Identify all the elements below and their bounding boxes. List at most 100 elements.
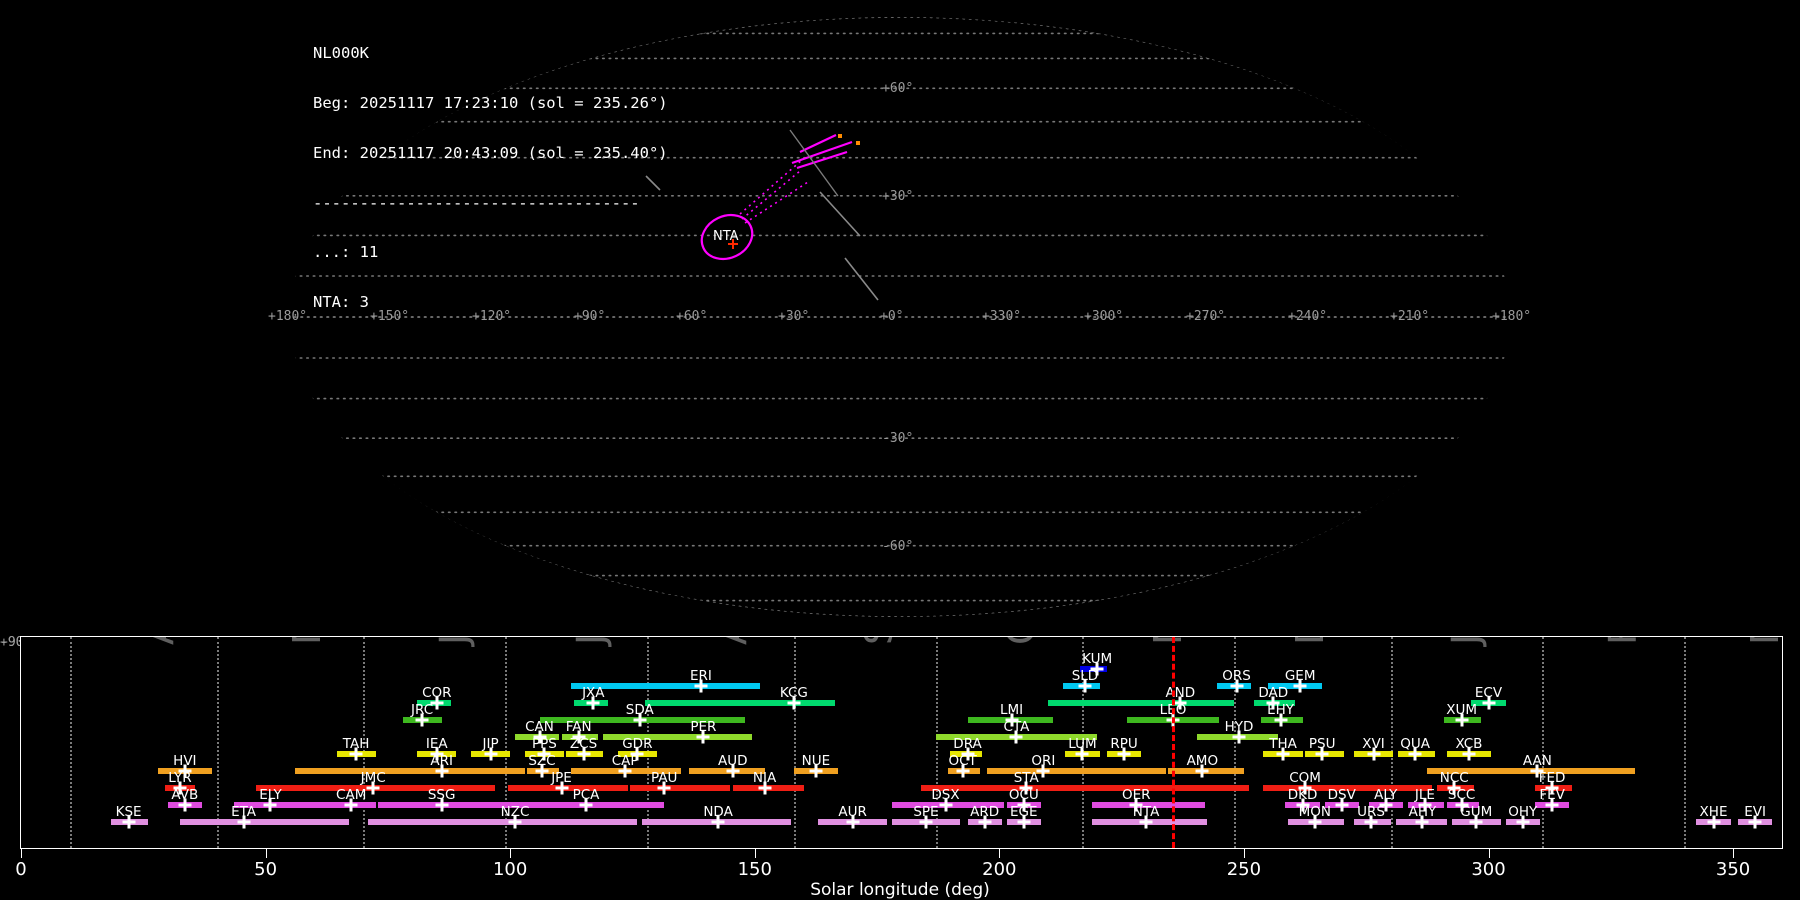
shower-code-label: AUR — [838, 804, 867, 820]
sky-map-panel: +180° +150° +120° +90° +60° +30° +0° +330° +300°… — [0, 17, 1532, 650]
shower-code-label: LYR — [168, 770, 192, 786]
shower-peak-marker — [1335, 798, 1349, 812]
shower-peak-marker — [555, 781, 569, 795]
station-id: NL000K — [313, 44, 369, 63]
shower-code-label: OCU — [1008, 787, 1039, 803]
shower-peak-marker — [173, 781, 187, 795]
shower-peak-marker — [1418, 798, 1432, 812]
shower-peak-marker — [694, 679, 708, 693]
shower-peak-marker — [1019, 781, 1033, 795]
shower-peak-marker — [577, 747, 591, 761]
x-axis-title: Solar longitude (deg) — [810, 880, 990, 900]
shower-activity-bar[interactable] — [179, 819, 349, 825]
shower-activity-bar[interactable] — [524, 802, 665, 808]
month-label: SEP — [857, 637, 901, 645]
shower-activity-bar[interactable] — [378, 802, 591, 808]
month-label: APR — [138, 637, 182, 645]
shower-peak-marker — [1017, 798, 1031, 812]
shower-code-label: ETA — [231, 804, 257, 820]
shower-peak-marker — [1274, 713, 1288, 727]
shower-activity-bar[interactable] — [644, 700, 836, 706]
shower-peak-marker — [1005, 713, 1019, 727]
shower-peak-marker — [696, 730, 710, 744]
shower-peak-marker — [586, 696, 600, 710]
shower-activity-bar[interactable] — [1048, 700, 1235, 706]
shower-activity-bar[interactable] — [921, 785, 1249, 791]
shower-peak-marker — [726, 764, 740, 778]
shower-peak-marker — [366, 781, 380, 795]
shower-code-label: GUM — [1460, 804, 1493, 820]
shower-code-label: ZCS — [569, 736, 598, 752]
shower-activity-bar[interactable] — [233, 802, 327, 808]
shower-code-label: GDR — [622, 736, 653, 752]
shower-code-label: SPE — [913, 804, 939, 820]
shower-activity-bar[interactable] — [1263, 785, 1433, 791]
shower-code-label: ECV — [1474, 685, 1503, 701]
radiant-ellipse[interactable] — [695, 207, 760, 267]
month-gridline — [216, 637, 219, 848]
axis-tick — [999, 849, 1001, 858]
month-label: JUL — [569, 637, 613, 645]
month-label: OCT — [999, 637, 1043, 645]
shower-activity-bar[interactable] — [368, 819, 638, 825]
shower-code-label: NCC — [1439, 770, 1469, 786]
shower-peak-marker — [535, 764, 549, 778]
ra-tick-label: +90° — [574, 309, 606, 324]
axis-tick — [510, 849, 512, 858]
shower-peak-marker — [1315, 747, 1329, 761]
shower-peak-marker — [1447, 781, 1461, 795]
shower-peak-marker — [1364, 815, 1378, 829]
shower-peak-marker — [1707, 815, 1721, 829]
shower-peak-marker — [1017, 815, 1031, 829]
shower-peak-marker — [1530, 764, 1544, 778]
shower-peak-marker — [435, 764, 449, 778]
radiant-markers — [695, 207, 760, 267]
shower-code-label: HVI — [173, 753, 197, 769]
shower-peak-marker — [956, 764, 970, 778]
shower-activity-timeline[interactable]: APR MAY JUN JUL AUG SEP OCT NOV DEC JAN FEB MAR KUM E… — [20, 636, 1783, 849]
radiant-backprojection — [739, 159, 803, 215]
shower-code-label: QUA — [1400, 736, 1430, 752]
radiant-label: NTA — [713, 229, 739, 244]
shower-trail — [796, 150, 848, 170]
trail-endpoint — [838, 134, 842, 138]
current-solar-longitude-marker — [1172, 637, 1176, 848]
month-gridline — [1082, 637, 1085, 848]
dec-tick-label: -30° — [882, 431, 914, 447]
begin-time: Beg: 20251117 17:23:10 (sol = 235.26°) — [313, 93, 668, 112]
shower-code-label: DSV — [1327, 787, 1356, 803]
shower-peak-marker — [1408, 747, 1422, 761]
shower-code-label: PSU — [1308, 736, 1336, 752]
shower-peak-marker — [537, 747, 551, 761]
shower-activity-bar[interactable] — [987, 768, 1166, 774]
shower-code-label: XHE — [1699, 804, 1728, 820]
shower-activity-bar[interactable] — [294, 768, 525, 774]
shower-peak-marker — [178, 798, 192, 812]
shower-code-label: KCG — [779, 685, 808, 701]
month-label: FEB — [1601, 637, 1645, 645]
axis-tick-label: 300 — [1471, 859, 1506, 880]
shower-code-label: ELY — [259, 787, 282, 803]
shower-peak-marker — [1308, 815, 1322, 829]
ra-tick-label: +0° — [880, 309, 904, 324]
shower-code-label: JXA — [582, 685, 605, 701]
ra-tick-label: +330° — [982, 309, 1022, 324]
shower-code-label: PPS — [531, 736, 557, 752]
month-gridline — [1684, 637, 1687, 848]
ra-tick-label: +120° — [472, 309, 512, 324]
ra-tick-label: +180° — [268, 309, 308, 324]
shower-activity-bar[interactable] — [630, 785, 731, 791]
axis-tick — [1488, 849, 1490, 858]
shower-code-label: AHY — [1408, 804, 1437, 820]
shower-peak-marker — [415, 713, 429, 727]
shower-code-label: EVI — [1744, 804, 1766, 820]
shower-activity-bar[interactable] — [1092, 802, 1205, 808]
shower-code-label: THA — [1269, 736, 1297, 752]
shower-activity-bar[interactable] — [603, 734, 753, 740]
shower-activity-bar[interactable] — [571, 683, 760, 689]
ra-tick-label: +180° — [1492, 309, 1532, 324]
month-gridline — [1234, 637, 1237, 848]
axis-tick-label: 50 — [254, 859, 278, 880]
sky-map-svg — [290, 17, 1510, 617]
shower-peak-marker — [533, 730, 547, 744]
